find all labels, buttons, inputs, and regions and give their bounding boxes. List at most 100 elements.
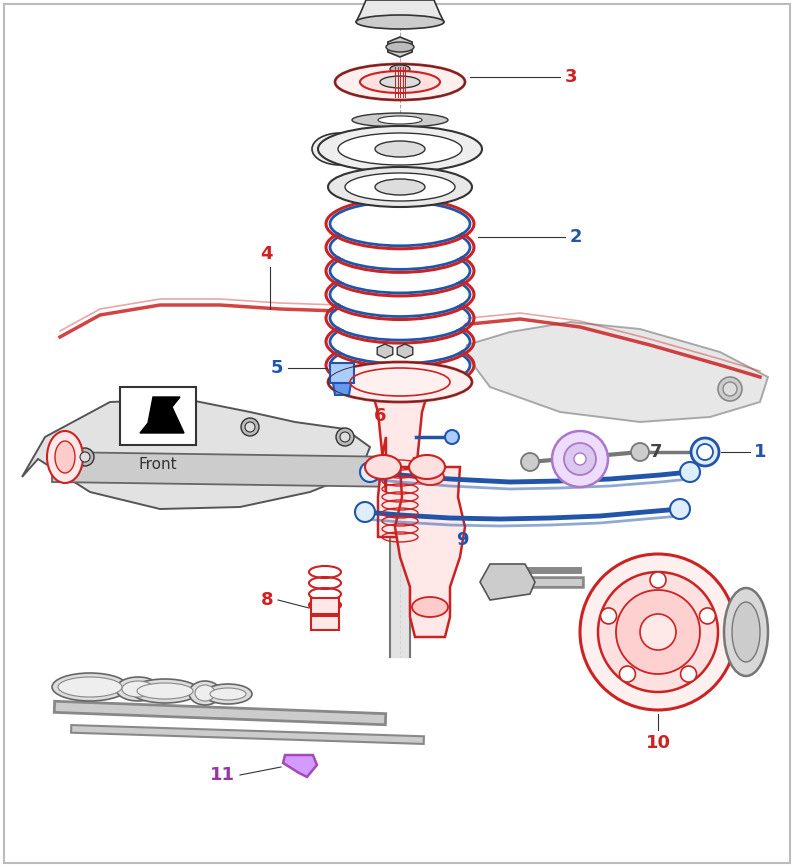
Text: Front: Front — [139, 457, 177, 472]
Circle shape — [691, 438, 719, 466]
Circle shape — [670, 499, 690, 519]
Polygon shape — [397, 344, 413, 358]
Circle shape — [723, 382, 737, 396]
Ellipse shape — [352, 113, 448, 127]
Ellipse shape — [336, 323, 464, 360]
Ellipse shape — [412, 597, 448, 617]
Ellipse shape — [328, 362, 472, 402]
Text: 8: 8 — [260, 591, 273, 609]
Polygon shape — [480, 564, 535, 600]
Ellipse shape — [335, 64, 465, 100]
Ellipse shape — [336, 230, 464, 265]
Ellipse shape — [204, 684, 252, 704]
Text: 10: 10 — [646, 734, 670, 752]
Text: 2: 2 — [570, 228, 583, 246]
Circle shape — [718, 377, 742, 401]
Ellipse shape — [47, 431, 83, 483]
Ellipse shape — [137, 683, 193, 699]
Polygon shape — [388, 37, 412, 57]
Circle shape — [616, 590, 700, 674]
Ellipse shape — [312, 133, 368, 165]
Ellipse shape — [189, 681, 221, 705]
Circle shape — [552, 431, 608, 487]
Ellipse shape — [365, 455, 401, 479]
Ellipse shape — [375, 179, 425, 195]
Ellipse shape — [345, 173, 455, 201]
Ellipse shape — [390, 65, 410, 73]
Circle shape — [680, 462, 700, 482]
Ellipse shape — [336, 277, 464, 312]
Polygon shape — [372, 392, 428, 537]
Text: 3: 3 — [565, 68, 577, 86]
Ellipse shape — [375, 141, 425, 157]
Circle shape — [80, 452, 90, 462]
Ellipse shape — [116, 677, 160, 701]
Polygon shape — [460, 322, 768, 422]
Bar — [311, 598, 339, 614]
Circle shape — [336, 428, 354, 446]
Text: 9: 9 — [456, 531, 468, 549]
Ellipse shape — [409, 455, 445, 479]
Circle shape — [600, 608, 617, 624]
Ellipse shape — [55, 441, 75, 473]
Ellipse shape — [336, 205, 464, 242]
Circle shape — [360, 462, 380, 482]
Polygon shape — [377, 344, 393, 358]
Ellipse shape — [416, 469, 444, 485]
Circle shape — [564, 443, 596, 475]
Ellipse shape — [336, 300, 464, 336]
Text: 7: 7 — [650, 443, 662, 461]
Ellipse shape — [336, 347, 464, 383]
Ellipse shape — [338, 133, 462, 165]
Text: 11: 11 — [210, 766, 235, 784]
Polygon shape — [22, 399, 370, 509]
Polygon shape — [395, 467, 465, 637]
Circle shape — [76, 448, 94, 466]
Ellipse shape — [210, 688, 246, 700]
Ellipse shape — [386, 42, 414, 52]
Circle shape — [445, 430, 459, 444]
Ellipse shape — [122, 681, 154, 697]
Circle shape — [631, 443, 649, 461]
Circle shape — [598, 572, 718, 692]
Circle shape — [619, 666, 635, 682]
Ellipse shape — [336, 253, 464, 289]
Circle shape — [650, 572, 666, 588]
Ellipse shape — [378, 135, 422, 141]
Polygon shape — [356, 0, 444, 22]
Circle shape — [355, 502, 375, 522]
Circle shape — [574, 453, 586, 465]
Ellipse shape — [356, 15, 444, 29]
Ellipse shape — [328, 167, 472, 207]
Circle shape — [680, 666, 696, 682]
Ellipse shape — [732, 602, 760, 662]
Ellipse shape — [380, 76, 420, 88]
Ellipse shape — [724, 588, 768, 676]
Ellipse shape — [52, 673, 128, 701]
Ellipse shape — [352, 133, 448, 143]
Polygon shape — [333, 383, 351, 395]
Ellipse shape — [318, 126, 482, 172]
Ellipse shape — [360, 71, 440, 93]
Text: 6: 6 — [374, 407, 386, 425]
Text: 4: 4 — [260, 245, 272, 263]
Circle shape — [640, 614, 676, 650]
Ellipse shape — [131, 679, 199, 703]
Polygon shape — [140, 397, 184, 433]
Bar — [311, 616, 339, 630]
Text: 1: 1 — [754, 443, 766, 461]
Circle shape — [245, 422, 255, 432]
Ellipse shape — [378, 116, 422, 124]
Bar — [120, 387, 196, 445]
Circle shape — [697, 444, 713, 460]
Circle shape — [521, 453, 539, 471]
Circle shape — [580, 554, 736, 710]
Circle shape — [700, 608, 715, 624]
Circle shape — [340, 432, 350, 442]
Ellipse shape — [195, 685, 215, 701]
Polygon shape — [283, 755, 317, 777]
Text: 5: 5 — [271, 359, 283, 377]
Polygon shape — [52, 452, 405, 487]
Bar — [330, 363, 354, 383]
Circle shape — [241, 418, 259, 436]
